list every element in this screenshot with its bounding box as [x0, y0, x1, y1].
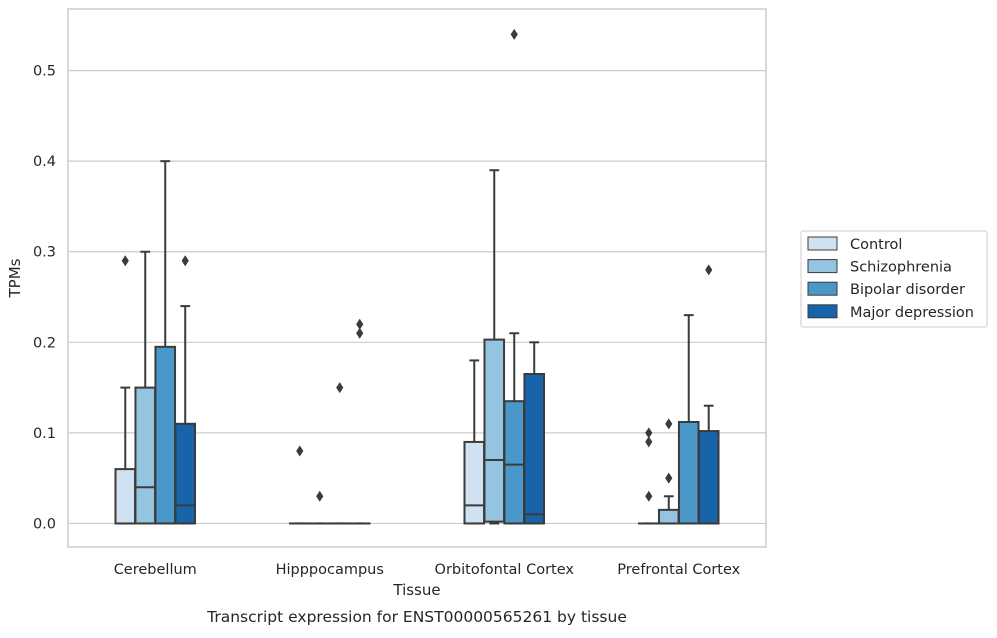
legend-label: Control: [850, 237, 902, 253]
legend-label: Schizophrenia: [850, 260, 952, 276]
outlier-point: [122, 255, 129, 266]
box-0-0: [115, 255, 135, 523]
y-tick-labels: 0.0 0.1 0.2 0.3 0.4 0.5: [33, 64, 56, 533]
outlier-point: [645, 491, 652, 502]
box-2-2: [504, 29, 524, 524]
legend-swatch: [808, 282, 837, 295]
x-tick-label: Orbitofontal Cortex: [435, 562, 575, 578]
box-body: [155, 347, 175, 524]
x-tick-label: Cerebellum: [114, 562, 197, 578]
box-body: [464, 442, 484, 524]
box-body: [175, 424, 195, 524]
y-tick-label: 0.3: [33, 245, 56, 261]
box-2-0: [464, 360, 484, 523]
box-1-3: [350, 319, 370, 524]
box-3-3: [699, 264, 719, 523]
box-1-1: [310, 491, 330, 524]
box-body: [679, 422, 699, 523]
legend-label: Bipolar disorder: [850, 282, 965, 298]
box-0-1: [135, 252, 155, 524]
figure-caption: Transcript expression for ENST0000056526…: [206, 608, 627, 626]
y-tick-label: 0.0: [33, 516, 56, 532]
box-3-0: [639, 427, 659, 523]
outlier-point: [296, 445, 303, 456]
y-tick-label: 0.5: [33, 64, 56, 80]
y-axis-label: TPMs: [6, 258, 24, 298]
box-3-1: [659, 418, 679, 523]
box-body: [504, 401, 524, 523]
legend-swatch: [808, 305, 837, 318]
outlier-point: [665, 473, 672, 484]
outlier-point: [645, 427, 652, 438]
legend-label: Major depression: [850, 305, 974, 321]
legend-swatch: [808, 260, 837, 273]
box-3-2: [679, 315, 699, 523]
box-body: [115, 469, 135, 523]
x-tick-label: Hipppocampus: [276, 562, 384, 578]
outlier-point: [511, 29, 518, 40]
box-body: [484, 340, 504, 522]
outlier-point: [182, 255, 189, 266]
legend: Control Schizophrenia Bipolar disorder Majo…: [801, 231, 987, 327]
outlier-point: [336, 382, 343, 393]
box-body: [659, 510, 679, 524]
box-2-3: [524, 342, 544, 523]
y-tick-label: 0.4: [33, 154, 56, 170]
box-0-3: [175, 255, 195, 523]
box-body: [699, 431, 719, 523]
box-body: [135, 388, 155, 524]
outlier-point: [665, 418, 672, 429]
box-1-0: [290, 445, 310, 523]
box-layer: [115, 29, 718, 524]
x-axis-label: Tissue: [392, 581, 440, 599]
box-body: [524, 374, 544, 523]
x-tick-labels: Cerebellum Hipppocampus Orbitofontal Corte…: [114, 562, 741, 578]
box-2-1: [484, 170, 504, 523]
outlier-point: [705, 264, 712, 275]
outlier-point: [356, 319, 363, 330]
x-tick-label: Prefrontal Cortex: [617, 562, 740, 578]
y-tick-label: 0.1: [33, 426, 56, 442]
y-tick-label: 0.2: [33, 335, 56, 351]
legend-swatch: [808, 237, 837, 250]
box-1-2: [330, 382, 350, 523]
outlier-point: [316, 491, 323, 502]
